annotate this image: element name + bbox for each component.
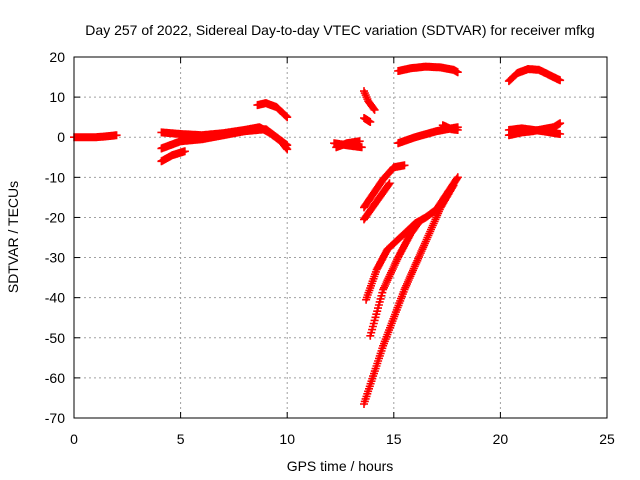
series-arc-11 [360,179,394,224]
series-arc-10 [360,161,409,212]
series-arc-18 [504,65,565,86]
y-tick-label: -50 [45,330,65,346]
y-tick-label: -30 [45,250,65,266]
x-tick-label: 10 [279,431,295,447]
y-axis-label: SDTVAR / TECUs [5,181,21,293]
series-arc-4 [157,147,189,166]
series-arc-1 [70,131,121,142]
y-tick-label: -60 [45,370,65,386]
y-tick-label: 10 [49,89,65,105]
chart-title: Day 257 of 2022, Sidereal Day-to-day VTE… [85,22,594,38]
point-marks [504,124,565,138]
series-arc-13 [366,217,424,340]
y-tick-label: 20 [49,49,65,65]
x-tick-label: 20 [493,431,509,447]
tick-labels: 0 5 10 15 20 25 20 10 0 -10 -20 -30 -40 -50 -60 -70 [45,49,615,447]
series-arc-5 [253,99,292,122]
point-marks [253,99,292,122]
series-arc-3 [157,125,292,153]
y-tick-label: -70 [45,410,65,426]
ticks [73,56,608,419]
data-marks [70,62,565,408]
series-arc-14 [360,181,458,408]
point-marks [360,87,379,114]
point-marks [394,62,462,77]
point-marks [360,114,375,126]
series-arc-17 [438,121,462,134]
point-marks [438,121,462,134]
x-tick-label: 25 [599,431,615,447]
point-marks [70,131,121,142]
y-tick-label: -40 [45,290,65,306]
y-tick-label: 0 [57,129,65,145]
point-marks [360,181,458,408]
x-tick-label: 0 [70,431,78,447]
series-arc-20 [504,124,565,138]
point-marks [332,137,364,152]
point-marks [366,217,424,340]
y-tick-label: -10 [45,169,65,185]
x-axis-label: GPS time / hours [287,458,394,474]
point-marks [157,147,189,166]
point-marks [504,65,565,86]
point-marks [360,179,394,224]
series-arc-15 [394,62,462,77]
x-tick-label: 15 [386,431,402,447]
grid [74,57,607,418]
plot-frame [73,56,608,419]
series-arc-9 [360,114,375,126]
point-marks [157,125,292,153]
y-tick-label: -20 [45,209,65,225]
x-tick-label: 5 [177,431,185,447]
series-arc-8 [360,87,379,114]
point-marks [360,161,409,212]
series-arc-7 [332,137,364,152]
